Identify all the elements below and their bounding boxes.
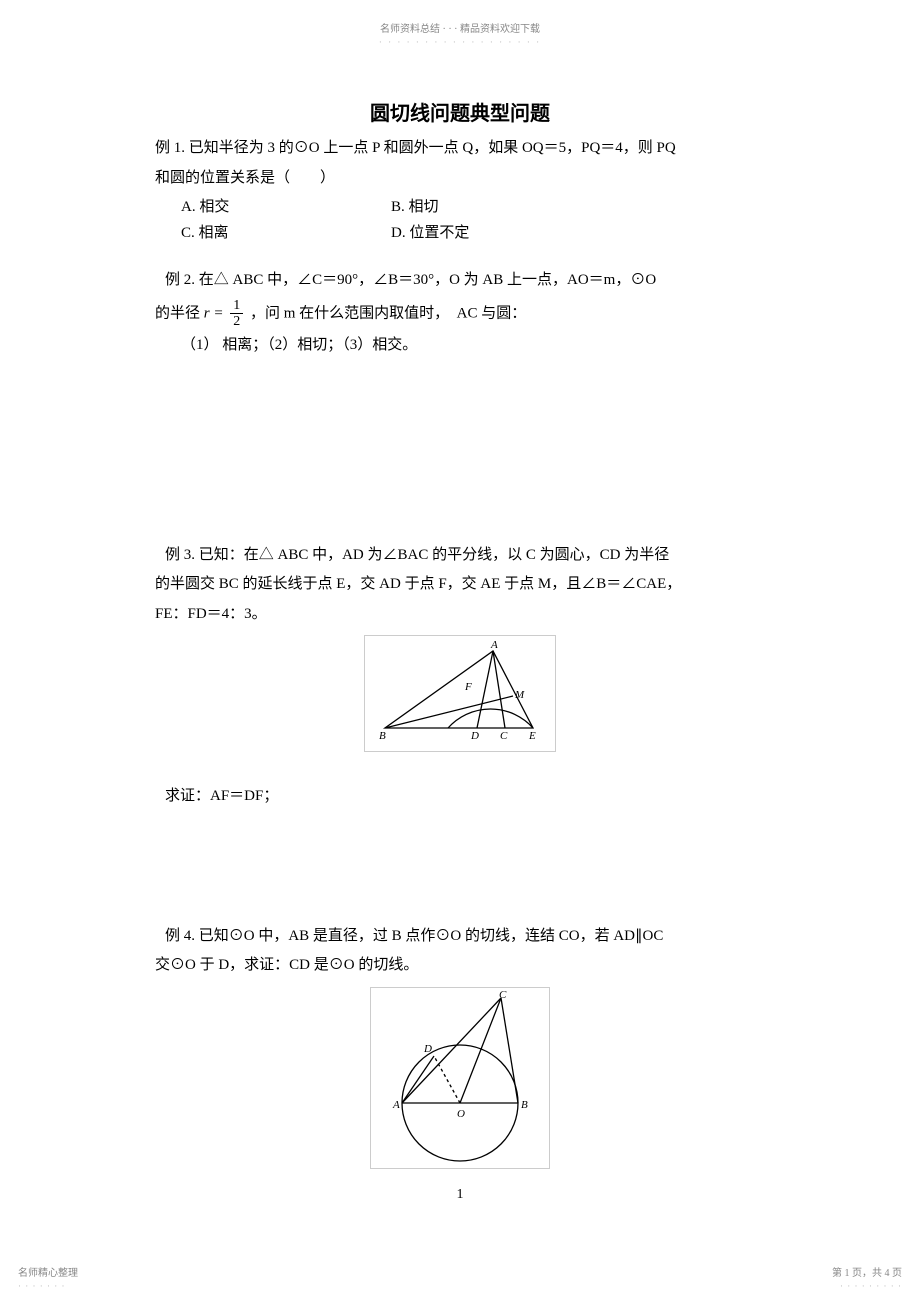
top-header-dots: · · · · · · · · · · · · · · · · · · <box>155 37 765 47</box>
svg-text:B: B <box>379 730 386 742</box>
ex3-line1: 例 3. 已知：在△ ABC 中，AD 为∠BAC 的平分线，以 C 为圆心，C… <box>155 543 765 569</box>
frac-denominator: 2 <box>230 314 243 329</box>
fraction: 1 2 <box>230 298 243 330</box>
svg-text:C: C <box>500 730 508 742</box>
ex4-line2: 交⊙O 于 D，求证：CD 是⊙O 的切线。 <box>155 953 765 979</box>
top-header-text: 名师资料总结 · · · 精品资料欢迎下载 <box>155 20 765 35</box>
ex1-opt-a: A. 相交 <box>181 195 391 221</box>
spacer <box>155 760 765 780</box>
ex1-options-row2: C. 相离 D. 位置不定 <box>155 221 765 247</box>
ex2-line1: 例 2. 在△ ABC 中，∠C＝90°，∠B＝30°，O 为 AB 上一点，A… <box>155 268 765 294</box>
svg-text:C: C <box>499 989 507 1001</box>
ex3-line2: 的半圆交 BC 的延长线于点 E，交 AD 于点 F，交 AE 于点 M，且∠B… <box>155 572 765 598</box>
svg-text:A: A <box>490 639 498 651</box>
footer-right-dots: · · · · · · · · · <box>840 1281 902 1291</box>
spacer-large <box>155 363 765 543</box>
ex1-line2: 和圆的位置关系是（ ） <box>155 166 765 192</box>
ex2-r-eq: r = <box>204 305 224 321</box>
ex2-line2: 的半径 r = 1 2 ，问 m 在什么范围内取值时， AC 与圆： <box>155 298 765 330</box>
footer-left-text: 名师精心整理 <box>18 1268 78 1279</box>
svg-text:E: E <box>528 730 536 742</box>
svg-text:O: O <box>457 1108 465 1120</box>
svg-text:D: D <box>470 730 479 742</box>
page-container: 名师资料总结 · · · 精品资料欢迎下载 · · · · · · · · · … <box>0 0 920 1303</box>
footer-right: 第 1 页，共 4 页 · · · · · · · · · <box>832 1267 902 1293</box>
svg-text:D: D <box>423 1043 432 1055</box>
spacer-medium <box>155 814 765 924</box>
body-text: 例 1. 已知半径为 3 的⊙O 上一点 P 和圆外一点 Q，如果 OQ＝5，P… <box>155 136 765 1169</box>
page-number: 1 <box>0 1187 920 1203</box>
ex2-line2b: ，问 m 在什么范围内取值时， AC 与圆： <box>250 305 526 321</box>
ex2-line3: （1） 相离；（2）相切；（3）相交。 <box>155 333 765 359</box>
ex1-opt-c: C. 相离 <box>181 221 391 247</box>
ex3-figure: A B D C E F M <box>364 635 556 752</box>
svg-text:F: F <box>464 681 472 693</box>
ex4-figure: A B O C D <box>370 987 550 1169</box>
spacer <box>155 246 765 264</box>
ex4-line1: 例 4. 已知⊙O 中，AB 是直径，过 B 点作⊙O 的切线，连结 CO，若 … <box>155 924 765 950</box>
footer-right-text: 第 1 页，共 4 页 <box>832 1268 902 1279</box>
svg-text:M: M <box>514 689 525 701</box>
document-title: 圆切线问题典型问题 <box>155 97 765 126</box>
svg-text:A: A <box>392 1099 400 1111</box>
ex1-opt-b: B. 相切 <box>391 195 765 221</box>
frac-numerator: 1 <box>230 298 243 314</box>
ex2-line2a: 的半径 <box>155 305 200 321</box>
ex1-options-row1: A. 相交 B. 相切 <box>155 195 765 221</box>
ex1-line1: 例 1. 已知半径为 3 的⊙O 上一点 P 和圆外一点 Q，如果 OQ＝5，P… <box>155 136 765 162</box>
ex3-line3: FE：FD＝4：3。 <box>155 602 765 628</box>
footer-left-dots: · · · · · · · <box>18 1281 65 1291</box>
ex3-prove: 求证：AF＝DF； <box>155 784 765 810</box>
ex1-opt-d: D. 位置不定 <box>391 221 765 247</box>
svg-text:B: B <box>521 1099 528 1111</box>
footer-left: 名师精心整理 · · · · · · · <box>18 1267 78 1293</box>
